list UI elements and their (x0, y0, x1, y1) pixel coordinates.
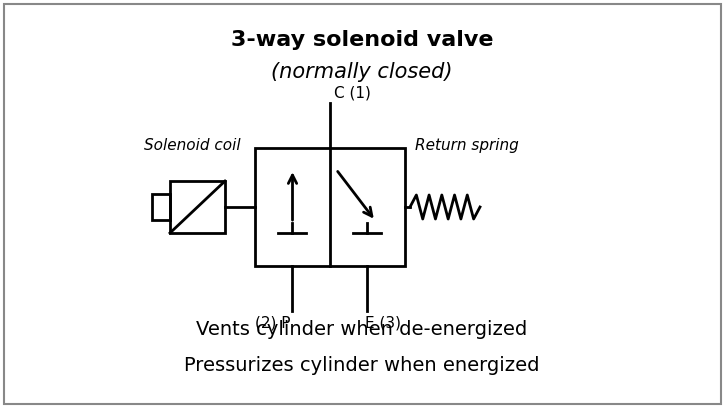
Text: Pressurizes cylinder when energized: Pressurizes cylinder when energized (184, 356, 539, 375)
Text: Vents cylinder when de-energized: Vents cylinder when de-energized (196, 320, 528, 339)
Text: (normally closed): (normally closed) (271, 62, 452, 82)
Text: 3-way solenoid valve: 3-way solenoid valve (231, 30, 493, 50)
Text: (2) P: (2) P (255, 316, 291, 331)
Bar (170, 181, 225, 233)
Text: C (1): C (1) (334, 85, 371, 100)
Bar (152, 194, 170, 220)
Text: Return spring: Return spring (415, 138, 519, 153)
Bar (255, 148, 405, 266)
Text: Solenoid coil: Solenoid coil (144, 138, 240, 153)
Text: E (3): E (3) (365, 316, 402, 331)
